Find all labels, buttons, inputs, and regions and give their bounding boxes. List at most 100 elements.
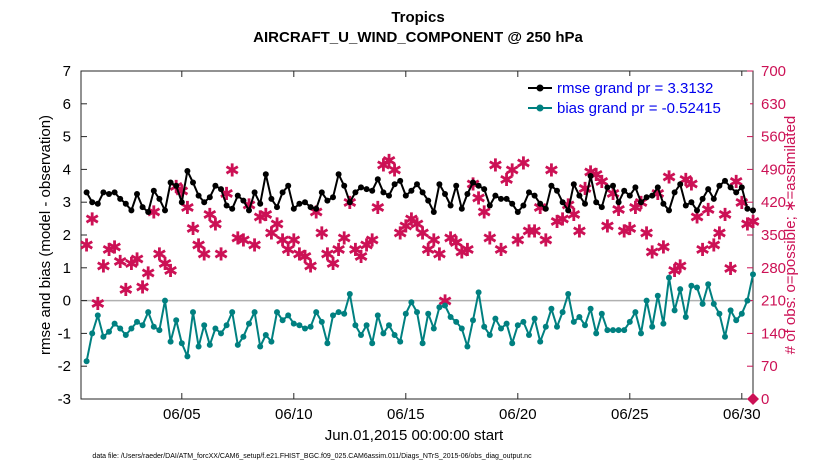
bias-point [470,317,476,324]
obs-count-point: ✱ [460,240,475,260]
obs-count-point: ✱ [443,228,458,248]
bias-point [190,309,196,316]
rmse-point [246,207,252,214]
rmse-point [391,181,398,188]
obs-count-point: ✱ [471,189,486,209]
rmse-point [699,195,706,202]
bias-point [654,292,661,299]
bias-point [201,322,208,329]
bias-point [705,281,712,288]
bias-point [671,307,678,314]
rmse-point [514,209,521,215]
bias-point [447,314,454,320]
bias-point [167,338,174,345]
bias-point [117,325,124,332]
bias-point [576,314,583,320]
rmse-point [274,204,280,211]
right-axis-ticks: 0 70 140 210 280 350 420 490 560 630 700 [747,63,786,408]
bias-point [330,312,336,319]
y-tick-label: 3 [63,194,71,211]
obs-count-point: ✱ [712,224,727,244]
bias-point [122,332,129,338]
bias-point [542,323,549,330]
bias-point [688,282,695,289]
bias-point [128,325,135,332]
bias-point [111,320,118,327]
bias-point [397,338,404,345]
rmse-point [531,192,538,199]
bias-point [414,309,420,316]
rmse-point [643,194,650,201]
y-tick-label: 2 [63,227,71,244]
rmse-point [139,204,146,211]
bias-point [285,312,292,319]
y-tick-label: -1 [58,325,71,342]
obs-count-point: ✱ [213,245,228,265]
bias-point [738,310,745,317]
y-right-tick-label: 420 [761,194,786,211]
bias-point [324,340,331,347]
y-right-tick-label: 350 [761,227,786,244]
obs-count-point: ✱ [101,240,116,260]
rmse-point [727,184,734,191]
obs-count-point: ✱ [645,242,660,262]
bias-point [520,318,527,325]
bias-point [229,309,236,316]
bias-point [621,327,628,334]
obs-count-point: ✱ [706,235,721,255]
obs-count-point: ✱ [141,264,156,284]
bias-point [240,333,247,340]
rmse-point [554,187,560,194]
obs-count-point: ✱ [236,231,251,251]
bias-point [290,320,297,327]
rmse-point [313,205,320,212]
y-right-tick-label: 630 [761,96,786,113]
x-tick-label: 06/15 [387,406,425,423]
rmse-point [492,192,499,199]
rmse-point [223,202,230,209]
rmse-point [324,197,331,204]
rmse-point [380,189,387,196]
obs-count-point: ✱ [135,278,150,298]
bias-point [492,315,499,322]
bias-point [699,300,706,307]
obs-count-point: ✱ [96,257,111,277]
rmse-point [430,209,437,215]
obs-count-point: ✱ [572,221,587,241]
obs-count-point: ✱ [661,167,676,187]
obs-count-point: ✱ [449,233,464,253]
bias-point [335,309,342,316]
obs-count-point: ✱ [286,231,301,251]
obs-count-point: ✱ [129,249,144,269]
obs-count-point: ✱ [202,205,217,225]
bias-point [570,318,577,325]
obs-count-point: ✱ [393,224,408,244]
bias-point [352,322,359,329]
obs-count-point: ✱ [320,245,335,265]
bias-point [593,330,600,337]
bias-point [464,343,471,350]
obs-count-point: ✱ [421,240,436,260]
obs-count-point: ✱ [79,235,94,255]
legend-box [524,76,750,120]
rmse-point [587,173,594,179]
y-right-tick-label: 210 [761,293,786,310]
obs-count-point: ✱ [185,219,200,239]
bias-point [100,333,107,340]
bias-point [436,304,443,311]
x-tick-label: 06/10 [275,406,313,423]
bias-point [744,297,751,304]
rmse-point [475,182,482,189]
bias-point [537,338,544,345]
obs-count-point: ✱ [191,235,206,255]
bias-point [262,332,269,338]
rmse-point [638,199,644,206]
obs-count-point: ✱ [381,151,396,171]
rmse-point [100,189,107,196]
y-right-tick-label: 0 [761,391,769,408]
y-right-tick-label: 700 [761,63,786,80]
bias-point [598,310,605,317]
bias-point [643,297,650,304]
obs-count-point: ✱ [482,228,497,248]
bias-point [234,341,241,348]
